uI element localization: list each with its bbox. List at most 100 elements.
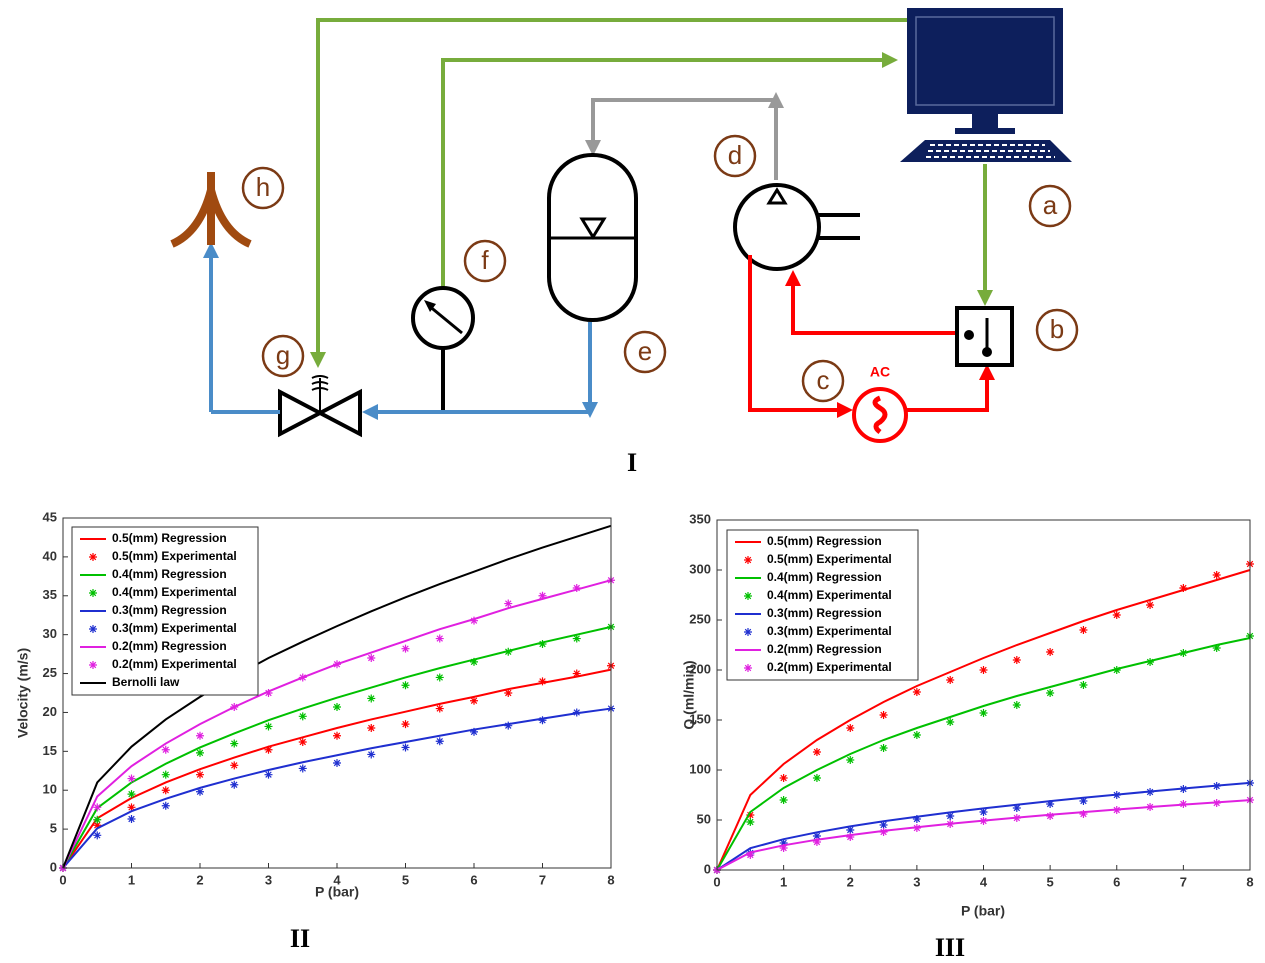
y-tick-label: 250 <box>689 611 711 626</box>
legend-label: 0.4(mm) Experimental <box>767 588 892 602</box>
data-point <box>1213 782 1221 790</box>
x-tick-label: 2 <box>847 874 854 889</box>
data-point <box>93 816 101 824</box>
data-point <box>128 815 136 823</box>
pump-symbol <box>769 190 785 203</box>
data-point <box>946 820 954 828</box>
level-symbol <box>582 219 604 237</box>
data-point <box>1079 626 1087 634</box>
legend-label: 0.2(mm) Regression <box>112 639 227 653</box>
legend-label: 0.3(mm) Regression <box>112 603 227 617</box>
data-point <box>1046 689 1054 697</box>
legend-swatch <box>89 625 97 633</box>
legend-swatch <box>89 553 97 561</box>
legend-label: 0.3(mm) Experimental <box>112 621 237 635</box>
relay-contact <box>964 330 974 340</box>
x-tick-label: 7 <box>539 872 546 887</box>
data-point <box>1046 648 1054 656</box>
y-tick-label: 100 <box>689 761 711 776</box>
data-point <box>1113 666 1121 674</box>
legend-label: 0.2(mm) Experimental <box>112 657 237 671</box>
x-tick-label: 6 <box>1113 874 1120 889</box>
data-point <box>436 673 444 681</box>
panel-label: I <box>627 448 637 477</box>
legend-label: 0.3(mm) Experimental <box>767 624 892 638</box>
data-point <box>1179 584 1187 592</box>
data-point <box>780 774 788 782</box>
x-tick-label: 3 <box>913 874 920 889</box>
data-point <box>470 658 478 666</box>
data-point <box>573 670 581 678</box>
legend-swatch <box>744 628 752 636</box>
data-point <box>880 744 888 752</box>
data-point <box>946 718 954 726</box>
data-point <box>299 764 307 772</box>
data-point <box>880 821 888 829</box>
data-point <box>402 743 410 751</box>
data-point <box>1179 785 1187 793</box>
data-point <box>1013 814 1021 822</box>
data-point <box>780 844 788 852</box>
data-point <box>539 677 547 685</box>
x-tick-label: 5 <box>402 872 409 887</box>
y-tick-label: 35 <box>43 587 57 602</box>
monitor <box>907 8 1063 114</box>
data-point <box>1046 812 1054 820</box>
data-point <box>746 818 754 826</box>
component-label: h <box>256 172 270 202</box>
legend-label: 0.2(mm) Experimental <box>767 660 892 674</box>
data-point <box>162 771 170 779</box>
data-point <box>230 740 238 748</box>
x-tick-label: 7 <box>1180 874 1187 889</box>
y-tick-label: 5 <box>50 821 57 836</box>
data-point <box>1146 788 1154 796</box>
legend-label: 0.4(mm) Experimental <box>112 585 237 599</box>
data-point <box>265 746 273 754</box>
data-point <box>196 771 204 779</box>
data-point <box>299 673 307 681</box>
gauge-needle <box>428 305 462 333</box>
legend-swatch <box>744 592 752 600</box>
data-point <box>162 746 170 754</box>
y-tick-label: 45 <box>43 509 57 524</box>
data-point <box>504 689 512 697</box>
data-point <box>265 771 273 779</box>
data-point <box>980 817 988 825</box>
data-point <box>436 737 444 745</box>
data-point <box>402 645 410 653</box>
nozzle <box>172 172 250 245</box>
y-tick-label: 350 <box>689 511 711 526</box>
data-point <box>846 756 854 764</box>
data-point <box>1213 571 1221 579</box>
data-point <box>299 712 307 720</box>
data-point <box>1013 804 1021 812</box>
data-point <box>1113 806 1121 814</box>
data-point <box>539 592 547 600</box>
data-point <box>265 689 273 697</box>
pump-shaft <box>816 215 860 238</box>
data-point <box>946 812 954 820</box>
legend-label: 0.5(mm) Experimental <box>112 549 237 563</box>
legend-swatch <box>89 661 97 669</box>
data-point <box>436 705 444 713</box>
component-label: e <box>638 336 652 366</box>
data-point <box>1179 649 1187 657</box>
data-point <box>367 694 375 702</box>
data-point <box>980 808 988 816</box>
data-point <box>367 724 375 732</box>
data-point <box>470 728 478 736</box>
x-tick-label: 1 <box>780 874 787 889</box>
y-tick-label: 20 <box>43 704 57 719</box>
data-point <box>504 722 512 730</box>
data-point <box>1146 658 1154 666</box>
x-axis-title: P (bar) <box>315 884 359 900</box>
x-tick-label: 1 <box>128 872 135 887</box>
x-tick-label: 3 <box>265 872 272 887</box>
component-label: b <box>1050 314 1064 344</box>
ac-source <box>854 389 906 441</box>
component-label: d <box>728 140 742 170</box>
data-point <box>980 709 988 717</box>
data-point <box>504 600 512 608</box>
data-point <box>93 803 101 811</box>
data-point <box>196 732 204 740</box>
